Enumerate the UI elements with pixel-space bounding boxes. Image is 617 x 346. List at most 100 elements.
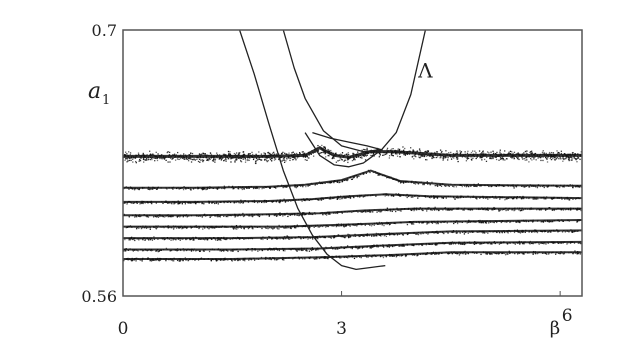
series-point [502, 157, 504, 160]
series-point [234, 216, 236, 218]
series-point [279, 201, 281, 204]
series-point [476, 185, 478, 188]
series-point [534, 156, 536, 158]
series-point [365, 155, 367, 157]
series-point [282, 186, 284, 189]
series-point [211, 159, 214, 162]
series-point [436, 156, 439, 158]
series-point [495, 158, 498, 161]
series-point [289, 159, 291, 162]
series-point [357, 247, 359, 249]
series-point [351, 211, 353, 214]
series-point [501, 209, 503, 211]
series-point [123, 250, 125, 252]
series-point [165, 159, 167, 162]
series-point [456, 158, 459, 160]
series-point [328, 198, 331, 200]
series-point [217, 216, 219, 218]
series-point [359, 247, 361, 249]
series-point [261, 188, 263, 190]
series-point [398, 245, 400, 247]
series-point [276, 259, 278, 261]
series-point [399, 182, 402, 184]
series-point [149, 188, 151, 191]
series-point [572, 252, 574, 255]
series-point [124, 154, 126, 156]
series-point [532, 198, 534, 200]
series-point [124, 238, 126, 241]
series-point [391, 210, 393, 213]
series-point [203, 152, 205, 155]
series-point [442, 158, 444, 160]
series-point [388, 155, 391, 157]
series-point [317, 144, 319, 147]
series-point [386, 246, 388, 248]
series-point [515, 156, 518, 158]
series-point [287, 226, 290, 229]
series-point [336, 198, 338, 200]
series-point [351, 178, 354, 180]
series-point [390, 153, 393, 155]
series-point [257, 250, 259, 252]
series-point [219, 216, 221, 218]
series-point [497, 252, 499, 255]
series-point [528, 197, 530, 200]
series-point [419, 154, 421, 156]
series-point [126, 158, 129, 160]
series-point [135, 260, 137, 262]
series-point [308, 250, 311, 252]
series-point [465, 253, 467, 255]
series-point [154, 160, 156, 162]
series-point [153, 238, 156, 240]
series-point [512, 197, 514, 200]
series-point [474, 150, 476, 152]
series-point [334, 152, 337, 155]
series-point [574, 158, 577, 160]
series-point [127, 160, 129, 162]
series-point [487, 198, 489, 200]
series-point [322, 198, 325, 200]
series-point [365, 256, 368, 258]
series-point [189, 188, 191, 190]
series-point [289, 157, 292, 159]
series-point [211, 238, 213, 241]
series-point [243, 259, 245, 261]
series-point [279, 238, 281, 240]
series-point [574, 153, 576, 155]
series-point [287, 215, 289, 218]
series-point [434, 184, 436, 187]
series-point [438, 209, 441, 211]
series-point [192, 238, 194, 241]
series-point [210, 227, 213, 229]
series-point [298, 249, 300, 251]
series-point [440, 151, 443, 153]
series-point [467, 150, 469, 152]
series-point [414, 183, 417, 185]
series-point [512, 156, 514, 158]
series-point [363, 235, 365, 237]
series-7 [123, 250, 582, 262]
series-point [154, 215, 156, 217]
series-point [285, 160, 287, 162]
series-point [396, 234, 399, 236]
series-point [345, 236, 347, 238]
series-point [171, 158, 173, 160]
series-point [546, 253, 548, 255]
series-point [306, 156, 308, 158]
series-point [124, 202, 126, 204]
series-point [564, 158, 566, 160]
series-point [243, 187, 246, 190]
series-point [358, 175, 360, 177]
series-point [210, 215, 212, 217]
series-point [414, 155, 416, 157]
series-point [318, 226, 321, 228]
series-point [301, 200, 303, 203]
series-point [379, 210, 381, 212]
series-point [369, 224, 371, 227]
series-point [563, 252, 566, 255]
series-point [382, 256, 385, 259]
series-point [336, 212, 339, 215]
series-point [317, 150, 319, 152]
series-point [546, 186, 548, 188]
series-point [457, 197, 459, 199]
